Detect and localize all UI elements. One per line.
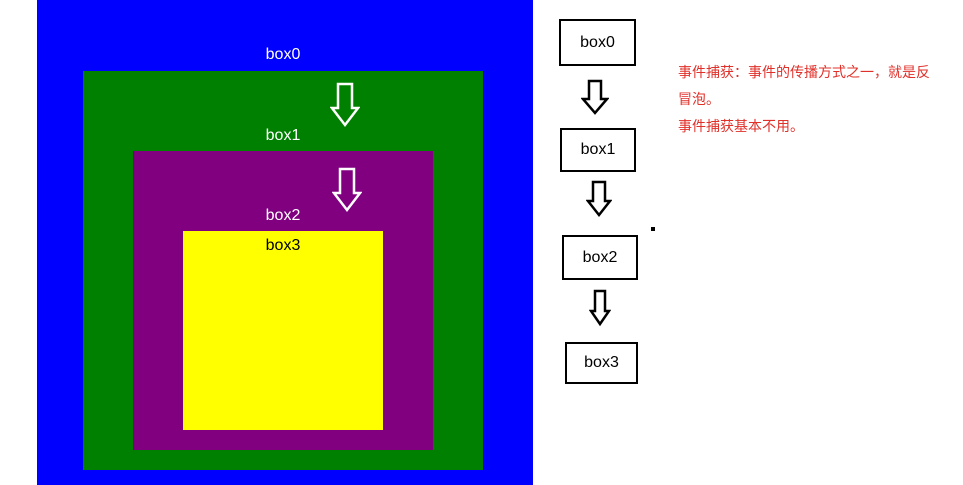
flow-box-label: box1: [580, 141, 616, 158]
flow-box-box2: box2: [562, 235, 638, 280]
down-arrow-icon: [586, 180, 612, 218]
down-arrow-icon: [581, 79, 609, 115]
down-arrow-icon: [332, 167, 362, 213]
flow-box-label: box2: [582, 248, 618, 266]
flow-box-label: box0: [580, 33, 615, 51]
stray-dot: [651, 227, 655, 231]
flow-box-box1: box1: [560, 128, 636, 172]
flow-box-box0: box0: [559, 19, 636, 66]
note-line-1: 事件捕获：事件的传播方式之一，就是反: [678, 64, 930, 80]
box1-label: box1: [265, 127, 301, 144]
box0-label: box0: [265, 46, 301, 63]
box3-region: [183, 231, 383, 430]
flow-box-label: box3: [584, 354, 619, 371]
box2-label: box2: [265, 207, 301, 224]
note-line-2: 冒泡。: [678, 91, 720, 107]
flow-box-box3: box3: [565, 342, 638, 384]
down-arrow-icon: [589, 289, 611, 327]
box3-label: box3: [265, 237, 301, 254]
down-arrow-icon: [330, 82, 360, 128]
note-line-3: 事件捕获基本不用。: [678, 118, 804, 134]
